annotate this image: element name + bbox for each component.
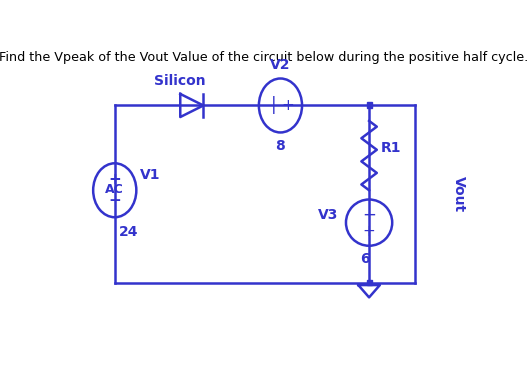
Bar [367, 280, 372, 285]
Text: −: − [109, 193, 121, 208]
Text: V2: V2 [270, 58, 291, 72]
Text: 6: 6 [360, 252, 370, 266]
Text: +: + [363, 224, 375, 238]
Text: |: | [271, 96, 276, 114]
Text: +: + [109, 172, 121, 187]
Text: R1: R1 [380, 141, 401, 155]
Text: Silicon: Silicon [154, 74, 206, 88]
Text: Vout: Vout [452, 176, 466, 212]
Text: +: + [281, 98, 294, 113]
Text: AC: AC [105, 183, 124, 196]
Text: V3: V3 [318, 208, 338, 222]
Text: 24: 24 [119, 225, 138, 239]
Text: −: − [362, 205, 376, 223]
Text: V1: V1 [140, 168, 161, 182]
Bar [367, 102, 372, 108]
Text: 8: 8 [276, 138, 285, 152]
Text: Find the Vpeak of the Vout Value of the circuit below during the positive half c: Find the Vpeak of the Vout Value of the … [0, 51, 527, 64]
